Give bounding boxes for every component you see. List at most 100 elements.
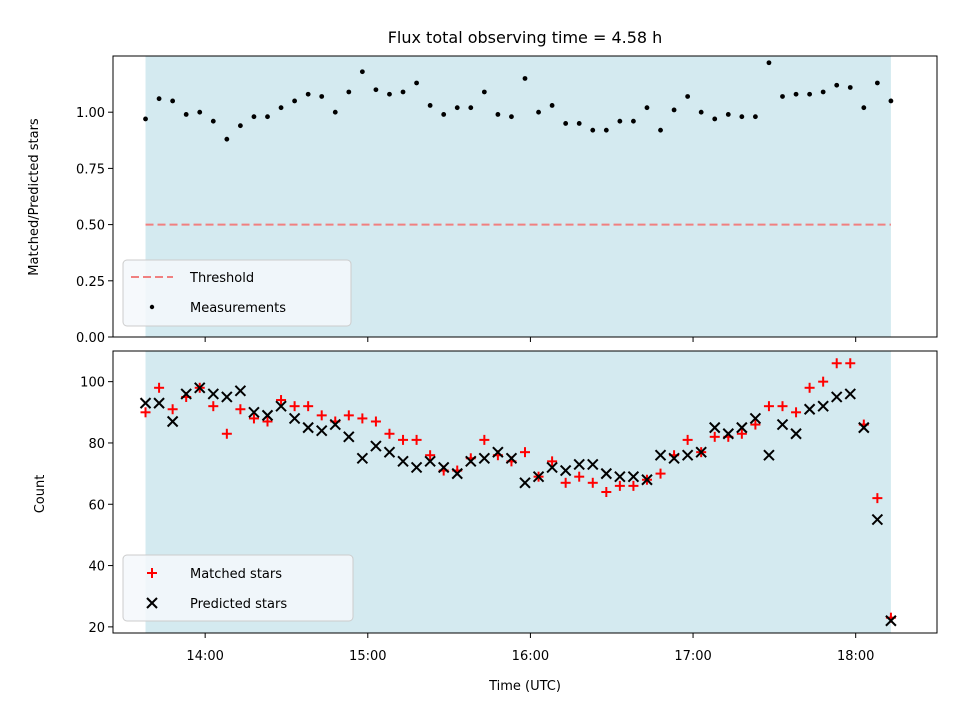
matched-star-point (872, 493, 883, 504)
measurement-point (251, 114, 257, 120)
predicted-star-point (207, 388, 219, 400)
matched-star-point (682, 434, 693, 445)
predicted-star-point (627, 470, 640, 483)
legend-predicted-label: Predicted stars (190, 597, 287, 612)
measurement-point (861, 105, 867, 111)
predicted-star-point (505, 452, 518, 464)
measurement-point (454, 105, 460, 111)
predicted-star-point (275, 400, 287, 412)
predicted-star-point (736, 421, 748, 434)
predicted-star-point (681, 449, 694, 461)
predicted-star-point (424, 455, 436, 468)
bottom-x-tick-label: 17:00 (674, 649, 711, 664)
measurement-point (237, 123, 243, 129)
legend-threshold-label: Threshold (189, 271, 254, 286)
measurement-point (576, 121, 582, 126)
matched-star-point (398, 434, 409, 445)
bottom-x-tick-label: 16:00 (512, 649, 549, 664)
matched-stars-points (140, 358, 896, 623)
measurement-point (874, 80, 880, 86)
top-x-ticks (204, 337, 857, 342)
predicted-star-point (153, 397, 165, 409)
top-legend-box (122, 259, 352, 327)
predicted-star-point (397, 455, 409, 468)
matched-star-point (791, 407, 802, 418)
bottom-y-axis-label: Count (33, 475, 48, 514)
matched-star-point (831, 358, 842, 369)
legend-matched-swatch (147, 568, 157, 578)
predicted-star-point (790, 428, 802, 440)
measurement-point (685, 94, 691, 99)
measurement-point (739, 114, 745, 120)
measurement-point (373, 87, 379, 93)
measurement-point (359, 69, 365, 75)
matched-star-point (235, 404, 246, 415)
predicted-star-point (587, 458, 599, 471)
measurement-point (617, 118, 623, 124)
predicted-star-point (803, 403, 816, 415)
bottom-x-tick-label: 14:00 (186, 649, 223, 664)
predicted-star-point (383, 446, 396, 458)
predicted-star-point (302, 421, 314, 434)
measurement-point (725, 112, 731, 117)
top-y-tick-label: 0.50 (76, 219, 105, 234)
measurement-point (888, 98, 894, 104)
predicted-star-point (437, 461, 450, 474)
predicted-star-point (139, 397, 152, 409)
top-axes-frame (112, 55, 938, 338)
predicted-star-point (370, 440, 382, 452)
bottom-y-tick-label: 60 (88, 498, 105, 513)
measurement-point (278, 105, 284, 111)
bottom-y-tick-label: 80 (88, 437, 105, 452)
measurement-point (481, 89, 487, 95)
bottom-y-tick-label: 20 (88, 621, 105, 636)
predicted-star-point (668, 452, 680, 464)
measurement-point (292, 98, 298, 104)
measurements-points (143, 60, 894, 142)
chart-title: Flux total observing time = 4.58 h (388, 28, 663, 47)
matched-star-point (167, 404, 178, 415)
measurement-point (549, 103, 555, 108)
predicted-star-point (343, 431, 355, 443)
measurement-point (441, 112, 447, 117)
predicted-star-point (492, 446, 504, 458)
measurement-point (603, 127, 609, 133)
legend-measurements-swatch (149, 304, 155, 310)
x-axis-label: Time (UTC) (488, 679, 561, 694)
matched-star-point (804, 382, 815, 393)
predicted-star-point (451, 467, 463, 480)
measurement-point (590, 127, 596, 133)
measurement-point (387, 91, 392, 97)
measurement-point (807, 91, 813, 97)
measurement-point (400, 89, 406, 95)
matched-star-point (845, 358, 856, 369)
matched-star-point (479, 434, 490, 445)
predicted-star-point (614, 470, 626, 483)
predicted-star-point (221, 391, 233, 403)
legend-matched-label: Matched stars (190, 567, 282, 582)
predicted-star-point (871, 513, 884, 526)
predicted-star-point (288, 412, 301, 425)
matched-star-point (343, 410, 354, 421)
matched-star-point (736, 428, 747, 439)
predicted-star-point (749, 412, 762, 425)
bottom-legend-box (122, 554, 354, 622)
predicted-star-point (844, 388, 856, 400)
measurement-point (780, 94, 785, 99)
predicted-star-point (817, 400, 829, 412)
bottom-x-tick-label: 18:00 (837, 649, 874, 664)
matched-star-point (262, 416, 273, 427)
matched-star-point (560, 477, 571, 488)
measurement-point (793, 91, 799, 97)
measurement-point (522, 76, 528, 81)
measurement-point (671, 107, 677, 113)
predicted-star-point (559, 464, 572, 477)
matched-star-point (587, 477, 598, 488)
top-y-axis-label: Matched/Predicted stars (27, 118, 42, 276)
matched-star-point (425, 450, 436, 461)
measurement-point (495, 112, 501, 117)
legend-predicted-swatch (146, 597, 158, 609)
matched-star-point (763, 401, 774, 412)
measurement-point (766, 60, 772, 66)
